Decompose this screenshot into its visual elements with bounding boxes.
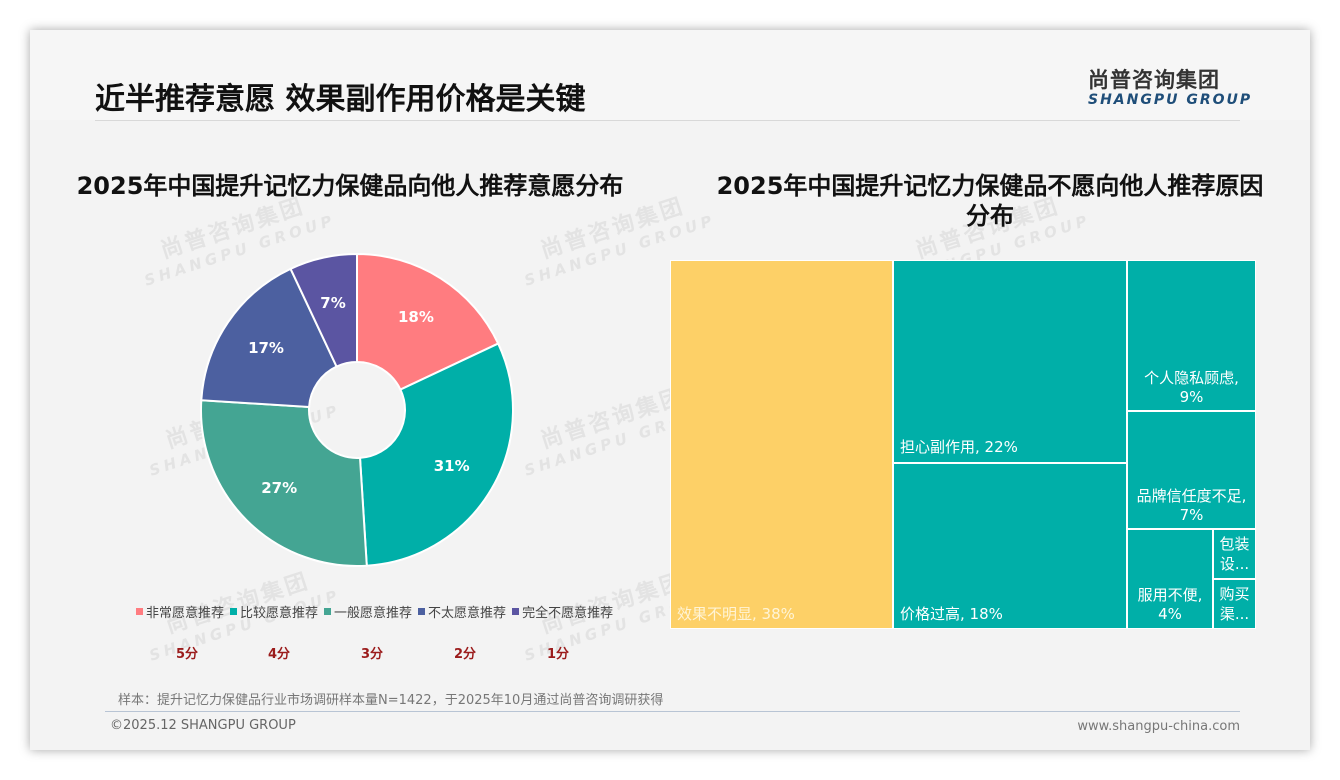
treemap-cell-label: 效果不明显, 38% bbox=[677, 605, 795, 623]
treemap-cell: 品牌信任度不足, 7% bbox=[1127, 411, 1256, 529]
treemap-cell-label: 品牌信任度不足, 7% bbox=[1136, 487, 1247, 524]
treemap-cell-label: 价格过高, 18% bbox=[900, 605, 1003, 623]
logo-en: SHANGPU GROUP bbox=[1088, 92, 1253, 108]
treemap-cell-label: 服用不便, 4% bbox=[1137, 586, 1203, 623]
company-logo: 尚普咨询集团 SHANGPU GROUP bbox=[1088, 64, 1252, 108]
legend-swatch-icon bbox=[512, 608, 520, 615]
donut-chart-title: 2025年中国提升记忆力保健品向他人推荐意愿分布 bbox=[76, 172, 624, 200]
treemap-cell-label: 购买 渠... bbox=[1219, 585, 1250, 623]
donut-chart bbox=[200, 253, 514, 567]
treemap-cell: 服用不便, 4% bbox=[1127, 529, 1213, 629]
donut-slice-label: 7% bbox=[320, 293, 346, 312]
donut-slice-label: 18% bbox=[397, 308, 434, 327]
donut-slice bbox=[289, 253, 358, 368]
treemap-cell-label: 包装 设... bbox=[1219, 535, 1250, 573]
treemap-cell: 价格过高, 18% bbox=[893, 463, 1127, 629]
treemap-cell: 效果不明显, 38% bbox=[670, 260, 893, 629]
legend-label: 完全不愿意推荐 bbox=[522, 606, 614, 621]
score-label: 2分 bbox=[453, 647, 477, 662]
legend-item: 比较愿意推荐 bbox=[230, 602, 318, 621]
donut-slice-label: 17% bbox=[248, 339, 284, 358]
legend-item: 不太愿意推荐 bbox=[418, 602, 506, 621]
legend-label: 非常愿意推荐 bbox=[146, 606, 225, 621]
treemap-cell-label: 担心副作用, 22% bbox=[900, 438, 1018, 456]
legend-swatch-icon bbox=[418, 608, 426, 615]
title-divider bbox=[95, 120, 1240, 121]
treemap-cell: 担心副作用, 22% bbox=[893, 260, 1127, 463]
legend-item: 非常愿意推荐 bbox=[136, 602, 224, 621]
legend-label: 不太愿意推荐 bbox=[428, 606, 507, 621]
treemap-chart-title: 2025年中国提升记忆力保健品不愿向他人推荐原因 分布 bbox=[680, 171, 1300, 231]
legend-swatch-icon bbox=[324, 608, 332, 615]
treemap-title-line2: 分布 bbox=[966, 202, 1014, 230]
website-link[interactable]: www.shangpu-china.com bbox=[1077, 719, 1240, 734]
treemap-cell: 包装 设... bbox=[1213, 529, 1256, 579]
legend-swatch-icon bbox=[136, 608, 143, 615]
legend-item: 一般愿意推荐 bbox=[324, 602, 412, 621]
page-title: 近半推荐意愿 效果副作用价格是关键 bbox=[95, 82, 586, 117]
legend-swatch-icon bbox=[230, 608, 238, 615]
legend-item: 完全不愿意推荐 bbox=[512, 602, 613, 621]
donut-slice bbox=[358, 342, 514, 567]
donut-slice bbox=[356, 253, 500, 391]
header-band bbox=[30, 30, 1310, 120]
legend-label: 比较愿意推荐 bbox=[240, 606, 319, 621]
chart-legend: 非常愿意推荐 比较愿意推荐 一般愿意推荐 不太愿意推荐 完全不愿意推荐 bbox=[136, 602, 613, 621]
sample-note: 样本：提升记忆力保健品行业市场调研样本量N=1422，于2025年10月通过尚普… bbox=[118, 693, 664, 708]
logo-cn: 尚普咨询集团 bbox=[1088, 68, 1220, 92]
copyright: ©2025.12 SHANGPU GROUP bbox=[110, 718, 296, 733]
score-label: 1分 bbox=[546, 647, 570, 662]
legend-label: 一般愿意推荐 bbox=[334, 606, 413, 621]
donut-slice-label: 31% bbox=[433, 456, 470, 475]
treemap-cell-label: 个人隐私顾虑, 9% bbox=[1144, 369, 1239, 406]
treemap-cell: 个人隐私顾虑, 9% bbox=[1127, 260, 1256, 411]
donut-slice bbox=[200, 267, 338, 409]
footer-divider bbox=[105, 711, 1240, 712]
treemap-cell: 购买 渠... bbox=[1213, 579, 1256, 629]
treemap-title-line1: 2025年中国提升记忆力保健品不愿向他人推荐原因 bbox=[716, 172, 1264, 200]
slide: 近半推荐意愿 效果副作用价格是关键 尚普咨询集团 SHANGPU GROUP 尚… bbox=[30, 30, 1310, 750]
score-label: 3分 bbox=[360, 647, 384, 662]
score-label: 5分 bbox=[175, 647, 199, 662]
donut-slice bbox=[200, 399, 368, 567]
score-label: 4分 bbox=[267, 647, 291, 662]
donut-slice-label: 27% bbox=[261, 478, 298, 497]
